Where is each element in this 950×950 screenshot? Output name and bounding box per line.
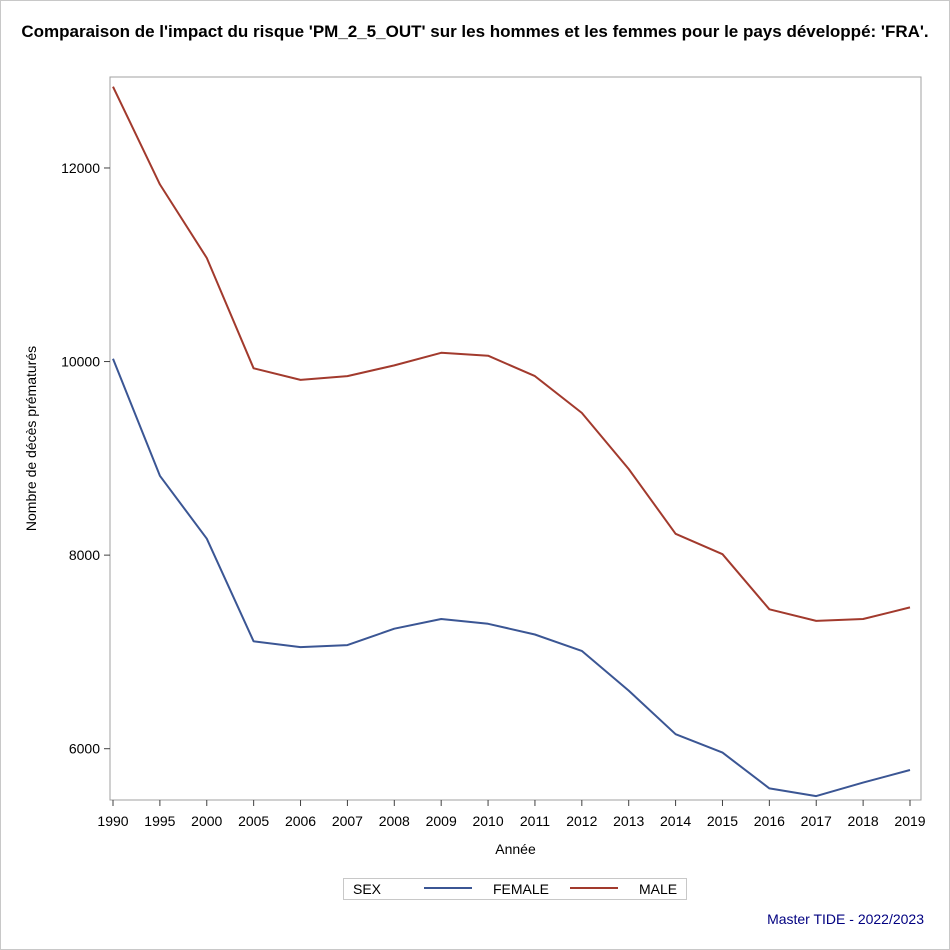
y-axis-label: Nombre de décès prématurés [23,346,39,531]
legend-swatch-female [424,887,472,889]
y-axis: 6000 8000 10000 12000 [61,160,110,757]
x-tick-label-2009: 2009 [426,813,457,829]
legend-label-female: FEMALE [493,881,550,897]
x-tick-label-1995: 1995 [144,813,175,829]
x-tick-label-2011: 2011 [520,813,550,829]
x-tick-label-2013: 2013 [613,813,644,829]
x-tick-label-2015: 2015 [707,813,738,829]
series-line-female [112,358,911,798]
x-tick-label-2016: 2016 [754,813,785,829]
legend-swatch-male [570,887,618,889]
legend-label-male: MALE [639,881,678,897]
chart-title: Comparaison de l'impact du risque 'PM_2_… [21,22,929,41]
x-tick-label-2006: 2006 [285,813,316,829]
y-tick-label-10000: 10000 [61,354,100,370]
x-tick-label-2000: 2000 [191,813,222,829]
x-axis-label: Année [495,841,536,857]
x-tick-label-2008: 2008 [379,813,410,829]
x-tick-label-2007: 2007 [332,813,363,829]
footnote: Master TIDE - 2022/2023 [767,911,924,927]
x-tick-label-2017: 2017 [801,813,832,829]
y-tick-label-12000: 12000 [61,160,100,176]
plot-area [109,76,922,801]
x-tick-label-2019: 2019 [894,813,925,829]
x-axis: 1990 1995 2000 2005 2006 2007 2008 2009 2010 2011… [97,800,926,829]
y-tick-label-6000: 6000 [69,741,100,757]
y-tick-label-8000: 8000 [69,547,100,563]
x-tick-label-2018: 2018 [848,813,879,829]
legend-title: SEX [353,881,382,897]
legend: SEX FEMALE MALE [343,878,687,900]
series-line-male [112,86,911,622]
x-tick-label-2010: 2010 [472,813,503,829]
x-tick-label-1990: 1990 [97,813,128,829]
x-tick-label-2012: 2012 [566,813,597,829]
series-layer [112,86,911,798]
x-tick-label-2005: 2005 [238,813,269,829]
x-tick-label-2014: 2014 [660,813,691,829]
